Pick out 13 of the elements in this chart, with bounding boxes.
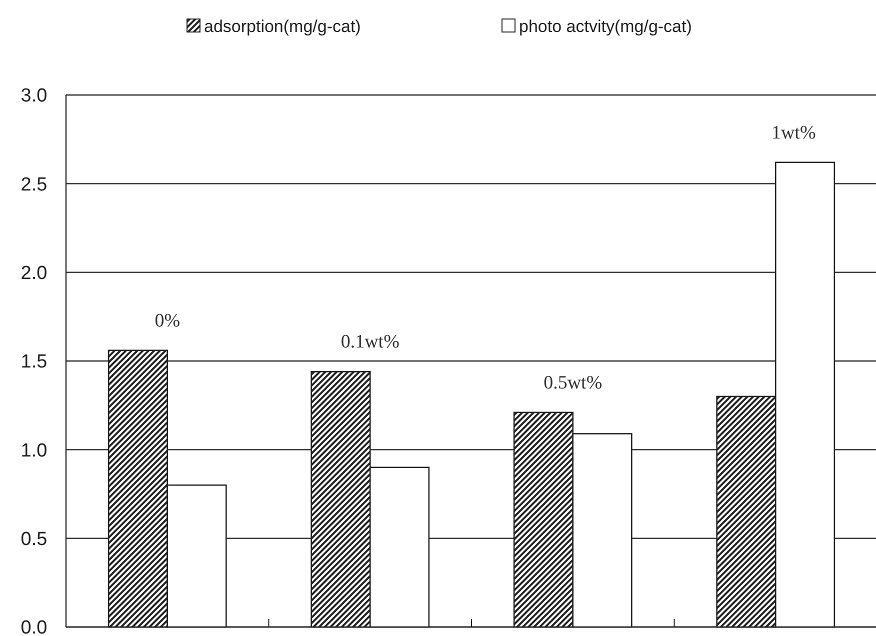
x-tick-label: 0.1wt% [340, 332, 400, 353]
x-tick-label: 0.5wt% [544, 372, 602, 394]
y-tick-label: 3.0 [20, 86, 48, 107]
legend-label: photo actvity(mg/g-cat) [519, 16, 692, 36]
y-tick-label: 0.0 [20, 618, 48, 636]
x-tick-label: 1wt% [771, 122, 816, 144]
y-tick-label: 1.0 [20, 440, 48, 462]
x-tick-label: 0% [154, 310, 180, 332]
legend-label: adsorption(mg/g-cat) [204, 16, 361, 36]
y-tick-label: 1.5 [20, 352, 48, 373]
y-tick-label: 0.5 [20, 528, 48, 550]
y-tick-label: 2.0 [20, 262, 48, 284]
y-tick-label: 2.5 [20, 174, 48, 196]
